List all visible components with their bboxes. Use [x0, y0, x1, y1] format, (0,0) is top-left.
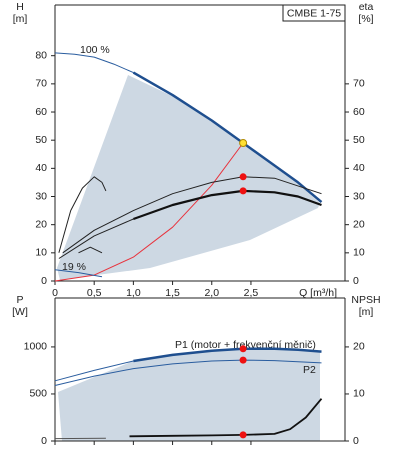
y-tick-label: 60 — [35, 106, 47, 118]
x-tick-label: 0,5 — [87, 287, 102, 299]
title-box — [282, 4, 346, 22]
y2-tick-label: 50 — [353, 134, 365, 146]
curve — [58, 218, 134, 259]
x-label: Q [m³/h] — [299, 287, 337, 299]
y2-tick-label: 40 — [353, 162, 365, 174]
operating-area — [58, 349, 320, 441]
y-tick-label: 30 — [35, 190, 47, 202]
y-tick-label: 80 — [35, 49, 47, 61]
y-label: P — [16, 294, 23, 306]
y-tick-label: 40 — [35, 162, 47, 174]
x-tick-label: 1,5 — [165, 287, 180, 299]
point — [239, 431, 247, 439]
y2-tick-label: 30 — [353, 190, 365, 202]
y-unit: [m] — [13, 13, 28, 25]
curve — [54, 142, 244, 282]
y2-label: eta — [359, 1, 374, 13]
y2-unit: [m] — [359, 306, 374, 318]
y-tick-label: 1000 — [24, 341, 48, 353]
curve — [54, 360, 134, 382]
y2-tick-label: 20 — [353, 341, 365, 353]
y-label: H — [16, 1, 24, 13]
annotation: 19 % — [62, 261, 86, 273]
y2-tick-label: 10 — [353, 388, 365, 400]
curve — [54, 269, 103, 278]
y2-tick-label: 60 — [353, 106, 365, 118]
annotation: 100 % — [80, 44, 110, 56]
y2-tick-label: 0 — [353, 435, 359, 447]
y2-tick-label: 10 — [353, 247, 365, 259]
y-tick-label: 0 — [41, 435, 47, 447]
point — [239, 345, 247, 353]
y2-tick-label: 20 — [353, 218, 365, 230]
x-tick-label: 2,0 — [204, 287, 219, 299]
x-tick-label: 0 — [52, 287, 58, 299]
point — [239, 139, 248, 147]
y-tick-label: 50 — [35, 134, 47, 146]
y-tick-label: 20 — [35, 218, 47, 230]
point — [239, 173, 247, 181]
curve — [62, 176, 322, 254]
point — [239, 187, 247, 195]
x-tick-label: 2,5 — [244, 287, 259, 299]
y-unit: [W] — [12, 306, 28, 318]
y2-tick-label: 0 — [353, 275, 359, 287]
curve — [58, 176, 107, 253]
curve — [54, 359, 322, 386]
annotation: P2 — [303, 364, 316, 376]
y2-label: NPSH — [351, 294, 380, 306]
y2-unit: [%] — [358, 13, 373, 25]
curve — [129, 398, 323, 438]
y-tick-label: 10 — [35, 247, 47, 259]
chart-title: CMBE 1-75 — [287, 7, 341, 19]
curve — [54, 52, 134, 74]
annotation: P1 (motor + frekvenční měnič) — [175, 339, 316, 351]
curve — [78, 246, 103, 254]
y2-tick-label: 70 — [353, 78, 365, 90]
y-tick-label: 70 — [35, 78, 47, 90]
point — [239, 356, 247, 364]
y-tick-label: 500 — [29, 388, 47, 400]
x-tick-label: 1,0 — [126, 287, 141, 299]
y-tick-label: 0 — [41, 275, 47, 287]
operating-area — [57, 75, 320, 280]
